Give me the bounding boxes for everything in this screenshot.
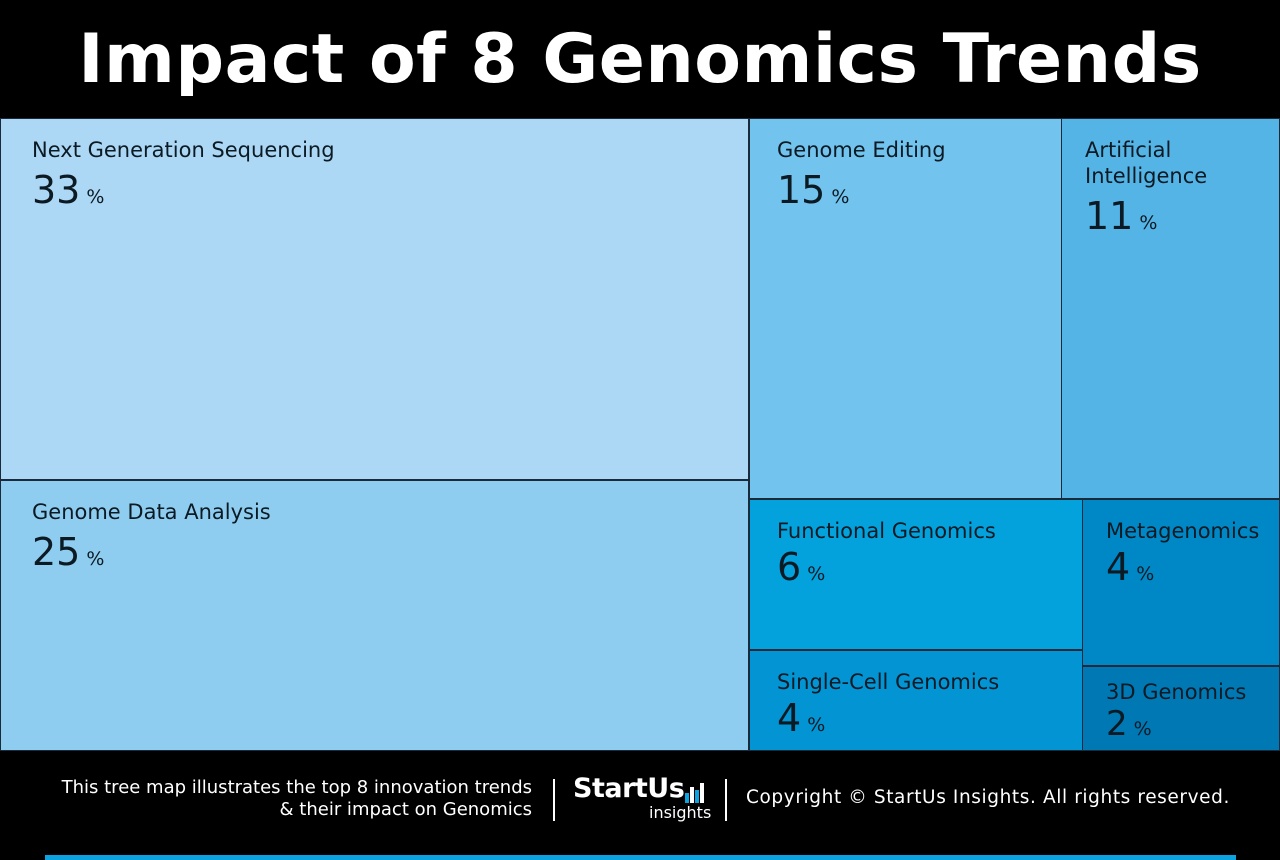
- treemap-tile-functional-genomics: Functional Genomics 6%: [749, 499, 1083, 650]
- tile-value-number: 11: [1085, 194, 1134, 238]
- tile-value: 25%: [32, 533, 104, 571]
- footer-accent-bar: [45, 855, 1236, 860]
- tile-label: Single-Cell Genomics: [777, 670, 1000, 694]
- tile-value: 11%: [1085, 197, 1157, 235]
- treemap-tile-artificial-intelligence: Artificial Intelligence 11%: [1061, 118, 1280, 499]
- logo-main-text: StartUs: [573, 773, 685, 804]
- tile-value-unit: %: [807, 714, 826, 736]
- tile-value-number: 4: [1106, 545, 1131, 589]
- footer-description: This tree map illustrates the top 8 inno…: [12, 777, 532, 821]
- treemap-chart: Next Generation Sequencing 33% Genome Data…: [0, 118, 1280, 751]
- tile-value-unit: %: [831, 186, 850, 208]
- tile-value-unit: %: [86, 548, 105, 570]
- tile-label: Metagenomics: [1106, 519, 1260, 543]
- footer: This tree map illustrates the top 8 inno…: [0, 751, 1280, 860]
- footer-divider-left: [553, 779, 555, 821]
- tile-value: 33%: [32, 171, 104, 209]
- bar-chart-icon: [685, 783, 704, 803]
- footer-description-line-1: This tree map illustrates the top 8 inno…: [61, 777, 532, 798]
- tile-value: 4%: [1106, 548, 1154, 586]
- footer-divider-right: [725, 779, 727, 821]
- tile-value-number: 6: [777, 545, 802, 589]
- tile-label: Genome Editing: [777, 138, 946, 162]
- tile-value-number: 2: [1106, 704, 1128, 744]
- tile-value-unit: %: [1133, 718, 1152, 740]
- tile-value: 4%: [777, 699, 825, 737]
- tile-value-unit: %: [807, 563, 826, 585]
- tile-value-unit: %: [1139, 212, 1158, 234]
- tile-label: 3D Genomics: [1106, 680, 1247, 704]
- startus-insights-logo[interactable]: StartUs insights: [573, 773, 713, 825]
- tile-label: Next Generation Sequencing: [32, 138, 335, 162]
- treemap-tile-single-cell-genomics: Single-Cell Genomics 4%: [749, 650, 1083, 751]
- tile-label: Artificial Intelligence: [1085, 138, 1208, 188]
- logo-sub-text: insights: [649, 803, 712, 822]
- treemap-tile-genome-data-analysis: Genome Data Analysis 25%: [0, 480, 749, 751]
- treemap-tile-next-generation-sequencing: Next Generation Sequencing 33%: [0, 118, 749, 480]
- tile-value-number: 15: [777, 168, 826, 212]
- treemap-tile-3d-genomics: 3D Genomics 2%: [1082, 666, 1280, 751]
- tile-value-unit: %: [86, 186, 105, 208]
- treemap-tile-genome-editing: Genome Editing 15%: [749, 118, 1062, 499]
- page-title: Impact of 8 Genomics Trends: [78, 19, 1202, 99]
- tile-value: 2%: [1106, 707, 1152, 741]
- footer-description-line-2: & their impact on Genomics: [279, 799, 532, 820]
- tile-value-number: 25: [32, 530, 81, 574]
- tile-value-number: 4: [777, 696, 802, 740]
- tile-label: Functional Genomics: [777, 519, 996, 543]
- tile-value-number: 33: [32, 168, 81, 212]
- tile-value: 15%: [777, 171, 849, 209]
- copyright-text: Copyright © StartUs Insights. All rights…: [746, 787, 1230, 808]
- tile-label: Genome Data Analysis: [32, 500, 271, 524]
- tile-value-unit: %: [1136, 563, 1155, 585]
- treemap-tile-metagenomics: Metagenomics 4%: [1082, 499, 1280, 666]
- tile-value: 6%: [777, 548, 825, 586]
